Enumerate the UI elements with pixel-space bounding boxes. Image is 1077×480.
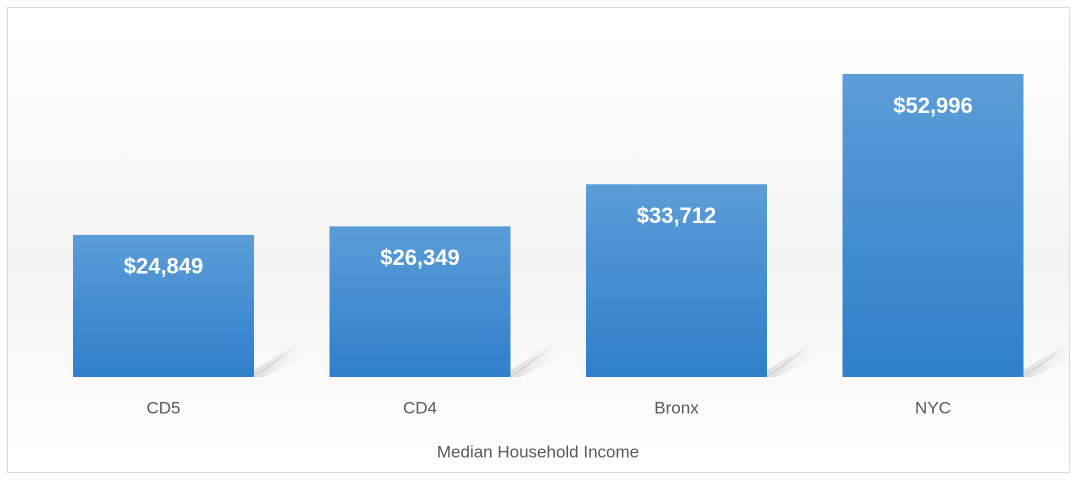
x-tick-label: CD4 xyxy=(403,398,437,417)
data-label: $24,849 xyxy=(124,254,204,279)
data-label: $33,712 xyxy=(637,203,717,228)
x-tick-label: Bronx xyxy=(654,398,699,417)
bar xyxy=(329,226,511,377)
x-tick-label: CD5 xyxy=(146,398,180,417)
data-label: $26,349 xyxy=(380,245,460,270)
bar-shadow xyxy=(1013,339,1072,377)
bar xyxy=(842,74,1024,377)
bar xyxy=(586,184,767,377)
bar xyxy=(73,234,254,377)
plot-area: $24,849 CD5 $26,349 CD4 $33,712 Bronx $52,996 N… xyxy=(73,74,1072,417)
bar-shadow xyxy=(244,339,302,377)
x-tick-label: NYC xyxy=(915,398,951,417)
bar-shadow xyxy=(500,339,559,377)
x-axis-label: Median Household Income xyxy=(437,442,639,461)
bar-shadow xyxy=(757,339,815,377)
data-label: $52,996 xyxy=(893,93,973,118)
